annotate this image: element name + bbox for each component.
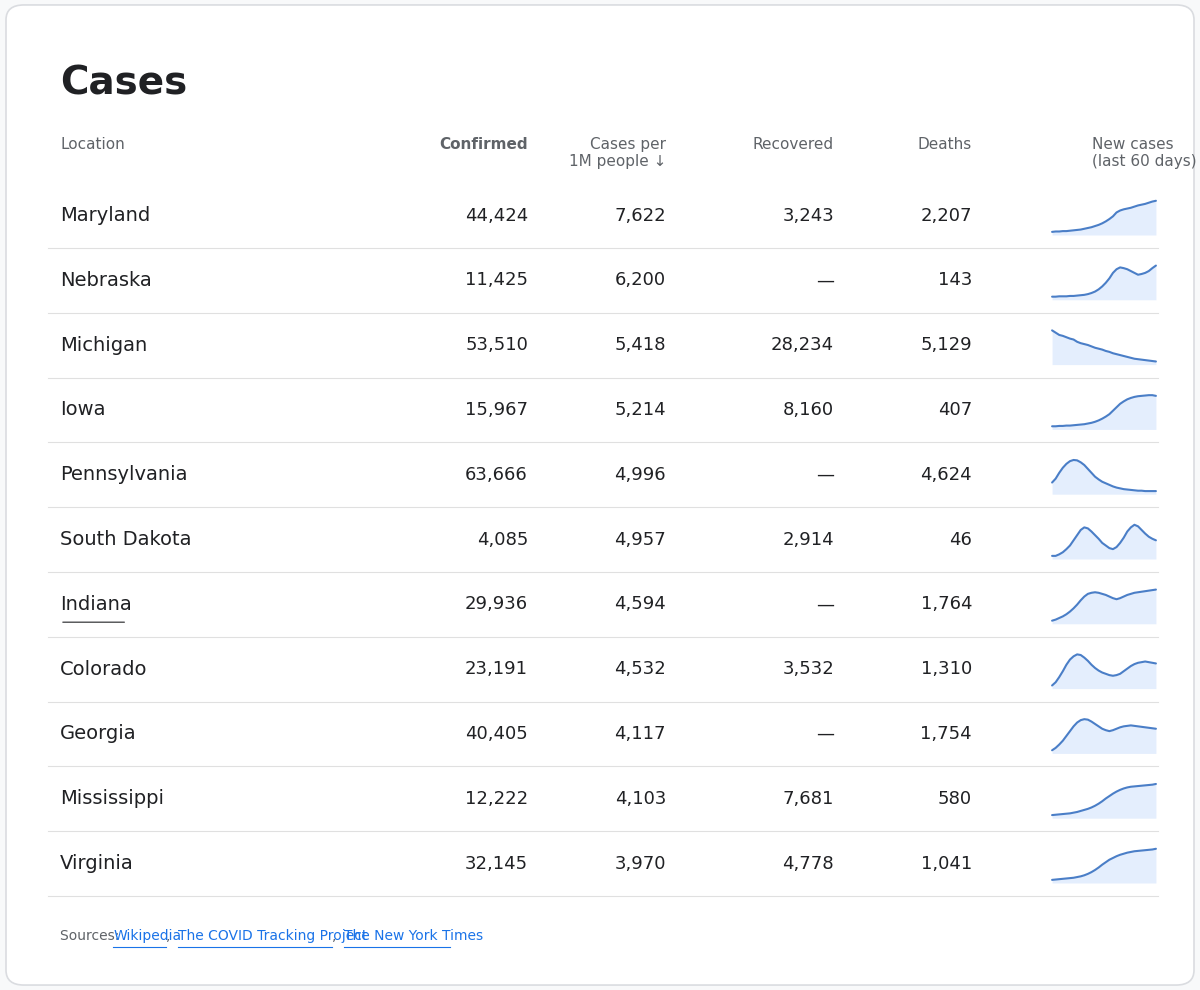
Text: The COVID Tracking Project: The COVID Tracking Project bbox=[179, 929, 367, 942]
Text: 4,117: 4,117 bbox=[614, 725, 666, 742]
Text: 40,405: 40,405 bbox=[466, 725, 528, 742]
Text: Mississippi: Mississippi bbox=[60, 789, 164, 808]
Text: 32,145: 32,145 bbox=[464, 854, 528, 872]
Text: 4,085: 4,085 bbox=[476, 531, 528, 548]
Text: Iowa: Iowa bbox=[60, 400, 106, 420]
Text: 143: 143 bbox=[937, 271, 972, 289]
Text: 8,160: 8,160 bbox=[782, 401, 834, 419]
Text: 2,914: 2,914 bbox=[782, 531, 834, 548]
Text: Maryland: Maryland bbox=[60, 206, 150, 225]
Text: 4,778: 4,778 bbox=[782, 854, 834, 872]
Text: 3,970: 3,970 bbox=[614, 854, 666, 872]
Text: 4,957: 4,957 bbox=[614, 531, 666, 548]
Text: 580: 580 bbox=[938, 790, 972, 808]
Text: The New York Times: The New York Times bbox=[344, 929, 484, 942]
Text: Cases: Cases bbox=[60, 64, 187, 102]
FancyBboxPatch shape bbox=[6, 5, 1194, 985]
Text: South Dakota: South Dakota bbox=[60, 530, 192, 549]
Text: 44,424: 44,424 bbox=[464, 207, 528, 225]
Text: 3,532: 3,532 bbox=[782, 660, 834, 678]
Text: 5,214: 5,214 bbox=[614, 401, 666, 419]
Text: Michigan: Michigan bbox=[60, 336, 148, 354]
Text: 5,418: 5,418 bbox=[614, 337, 666, 354]
Text: 4,594: 4,594 bbox=[614, 595, 666, 614]
Text: 1,041: 1,041 bbox=[920, 854, 972, 872]
Text: —: — bbox=[816, 595, 834, 614]
Text: 5,129: 5,129 bbox=[920, 337, 972, 354]
Text: 4,532: 4,532 bbox=[614, 660, 666, 678]
Text: Nebraska: Nebraska bbox=[60, 271, 151, 290]
Text: Confirmed: Confirmed bbox=[439, 137, 528, 151]
Text: 1,754: 1,754 bbox=[920, 725, 972, 742]
Text: Virginia: Virginia bbox=[60, 854, 133, 873]
Text: ,: , bbox=[332, 929, 341, 942]
Text: Pennsylvania: Pennsylvania bbox=[60, 465, 187, 484]
Text: 7,622: 7,622 bbox=[614, 207, 666, 225]
Text: Colorado: Colorado bbox=[60, 659, 148, 679]
Text: 53,510: 53,510 bbox=[466, 337, 528, 354]
Text: 1,310: 1,310 bbox=[920, 660, 972, 678]
Text: 12,222: 12,222 bbox=[464, 790, 528, 808]
Text: Indiana: Indiana bbox=[60, 595, 132, 614]
Text: Wikipedia: Wikipedia bbox=[113, 929, 181, 942]
Text: 1,764: 1,764 bbox=[920, 595, 972, 614]
Text: 23,191: 23,191 bbox=[466, 660, 528, 678]
Text: New cases
(last 60 days): New cases (last 60 days) bbox=[1092, 137, 1196, 169]
Text: 3,243: 3,243 bbox=[782, 207, 834, 225]
Text: 407: 407 bbox=[937, 401, 972, 419]
Text: Location: Location bbox=[60, 137, 125, 151]
Text: 28,234: 28,234 bbox=[770, 337, 834, 354]
Text: —: — bbox=[816, 725, 834, 742]
Text: Recovered: Recovered bbox=[752, 137, 834, 151]
Text: 29,936: 29,936 bbox=[464, 595, 528, 614]
Text: Georgia: Georgia bbox=[60, 725, 137, 743]
Text: Cases per
1M people ↓: Cases per 1M people ↓ bbox=[569, 137, 666, 169]
Text: —: — bbox=[816, 465, 834, 484]
Text: 63,666: 63,666 bbox=[466, 465, 528, 484]
Text: 7,681: 7,681 bbox=[782, 790, 834, 808]
Text: 15,967: 15,967 bbox=[466, 401, 528, 419]
Text: 6,200: 6,200 bbox=[614, 271, 666, 289]
Text: ,: , bbox=[167, 929, 175, 942]
Text: 2,207: 2,207 bbox=[920, 207, 972, 225]
Text: 4,996: 4,996 bbox=[614, 465, 666, 484]
Text: Sources:: Sources: bbox=[60, 929, 124, 942]
Text: —: — bbox=[816, 271, 834, 289]
Text: 46: 46 bbox=[949, 531, 972, 548]
Text: 4,103: 4,103 bbox=[614, 790, 666, 808]
Text: 4,624: 4,624 bbox=[920, 465, 972, 484]
Text: Deaths: Deaths bbox=[918, 137, 972, 151]
Text: 11,425: 11,425 bbox=[466, 271, 528, 289]
